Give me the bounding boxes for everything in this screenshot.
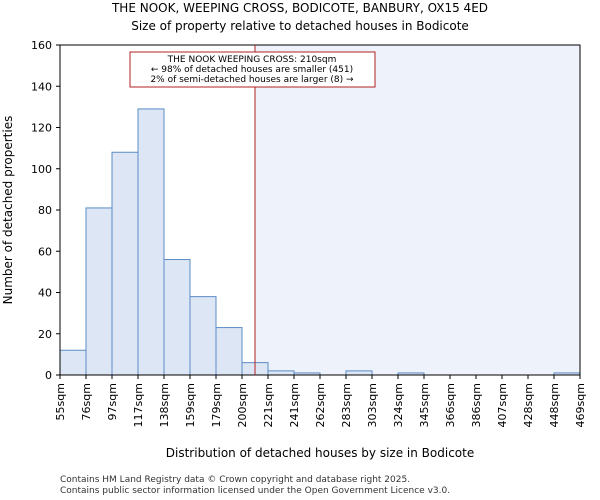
x-tick-label-97sqm: 97sqm	[106, 383, 119, 420]
y-tick-label-140: 140	[31, 80, 52, 93]
x-tick-label-117sqm: 117sqm	[132, 383, 145, 427]
bar-55sqm	[59, 349, 87, 376]
bar-221sqm	[267, 370, 295, 376]
chart-title: THE NOOK, WEEPING CROSS, BODICOTE, BANBU…	[111, 1, 488, 15]
bar-179sqm	[215, 327, 243, 376]
x-tick-label-469sqm: 469sqm	[574, 383, 587, 427]
footer-copyright: Contains HM Land Registry data © Crown c…	[60, 475, 410, 485]
x-tick-label-55sqm: 55sqm	[54, 383, 67, 420]
x-tick-label-262sqm: 262sqm	[314, 383, 327, 427]
annotation-box: THE NOOK WEEPING CROSS: 210sqm ← 98% of …	[129, 51, 376, 88]
x-tick-label-366sqm: 366sqm	[444, 383, 457, 427]
larger-region-shade	[255, 45, 580, 375]
x-tick-label-283sqm: 283sqm	[340, 383, 353, 427]
x-tick-label-159sqm: 159sqm	[184, 383, 197, 427]
x-tick-label-221sqm: 221sqm	[262, 383, 275, 427]
x-tick-label-179sqm: 179sqm	[210, 383, 223, 427]
y-tick-label-160: 160	[31, 39, 52, 52]
x-tick-label-407sqm: 407sqm	[496, 383, 509, 427]
y-tick-label-120: 120	[31, 122, 52, 135]
bar-97sqm	[111, 151, 139, 376]
x-axis-label: Distribution of detached houses by size …	[166, 446, 474, 460]
bar-138sqm	[163, 259, 191, 376]
bar-76sqm	[85, 207, 113, 376]
y-tick-label-20: 20	[38, 328, 52, 341]
x-tick-label-324sqm: 324sqm	[392, 383, 405, 427]
annotation-line2: ← 98% of detached houses are smaller (45…	[151, 65, 353, 75]
bar-283sqm	[345, 370, 373, 376]
x-tick-label-76sqm: 76sqm	[80, 383, 93, 420]
x-tick-label-345sqm: 345sqm	[418, 383, 431, 427]
y-tick-label-80: 80	[38, 204, 52, 217]
x-tick-label-200sqm: 200sqm	[236, 383, 249, 427]
annotation-frame	[129, 51, 376, 88]
footer-licence: Contains public sector information licen…	[60, 486, 450, 496]
annotation-line3: 2% of semi-detached houses are larger (8…	[150, 75, 354, 85]
x-tick-label-448sqm: 448sqm	[548, 383, 561, 427]
x-tick-label-241sqm: 241sqm	[288, 383, 301, 427]
y-axis-label: Number of detached properties	[1, 116, 15, 305]
y-tick-label-60: 60	[38, 245, 52, 258]
x-tick-label-428sqm: 428sqm	[522, 383, 535, 427]
x-tick-label-303sqm: 303sqm	[366, 383, 379, 427]
y-tick-label-100: 100	[31, 163, 52, 176]
annotation-line1: THE NOOK WEEPING CROSS: 210sqm	[167, 55, 337, 65]
x-tick-label-386sqm: 386sqm	[470, 383, 483, 427]
x-tick-label-138sqm: 138sqm	[158, 383, 171, 427]
bar-159sqm	[189, 296, 217, 376]
y-tick-label-40: 40	[38, 287, 52, 300]
y-tick-label-0: 0	[45, 369, 52, 382]
chart-subtitle: Size of property relative to detached ho…	[131, 19, 469, 33]
bar-117sqm	[137, 108, 165, 376]
